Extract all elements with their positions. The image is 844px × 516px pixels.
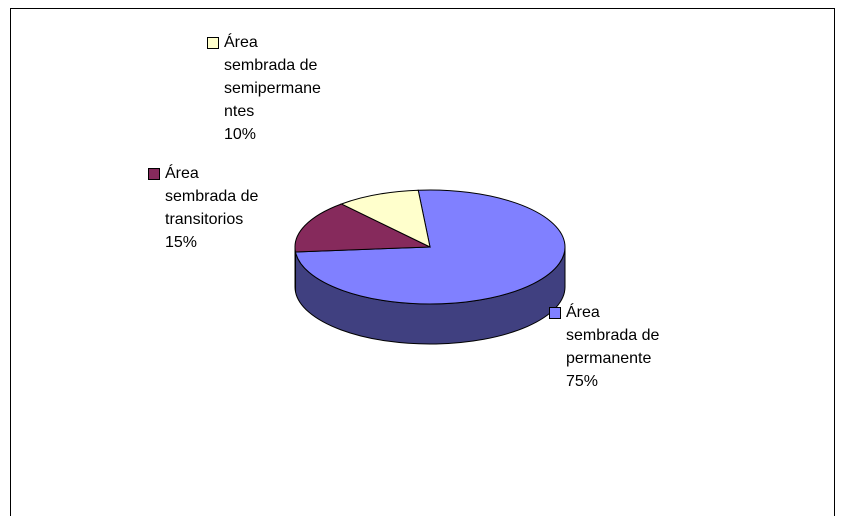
legend-marker bbox=[207, 37, 219, 49]
pie-slice bbox=[294, 203, 431, 253]
pie-slice bbox=[340, 189, 431, 248]
category-name: Área sembrada de transitorios bbox=[165, 165, 259, 228]
legend-marker bbox=[148, 168, 160, 180]
slice-label: Área sembrada de permanente 75% bbox=[549, 301, 666, 393]
value-label: 75% bbox=[566, 373, 599, 390]
pie bbox=[294, 189, 566, 345]
slice-label: Área sembrada de transitorios 15% bbox=[148, 162, 265, 254]
slice-label: Área sembrada de semipermanentes 10% bbox=[207, 31, 324, 146]
category-name: Área sembrada de semipermanentes bbox=[224, 34, 321, 120]
legend-marker bbox=[549, 307, 561, 319]
value-label: 10% bbox=[224, 126, 257, 143]
value-label: 15% bbox=[165, 234, 198, 251]
chart-frame bbox=[10, 8, 835, 516]
category-name: Área sembrada de permanente bbox=[566, 304, 660, 367]
